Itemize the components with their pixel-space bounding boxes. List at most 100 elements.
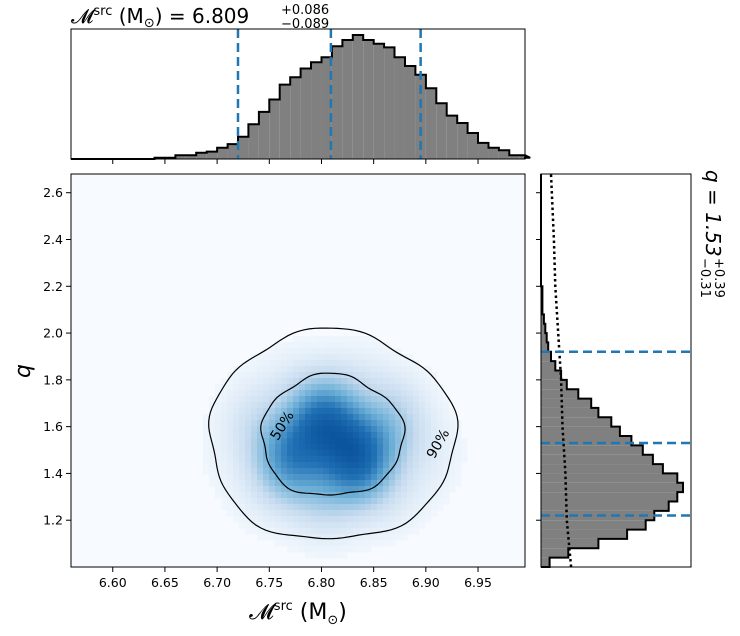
density-cell [293, 468, 300, 475]
density-cell [227, 426, 234, 433]
density-cell [323, 516, 330, 523]
density-cell [347, 540, 354, 547]
density-cell [371, 492, 378, 499]
density-cell [233, 384, 240, 391]
density-cell [293, 426, 300, 433]
density-cell [359, 462, 366, 469]
density-cell [329, 474, 336, 481]
density-cell [329, 522, 336, 529]
density-cell [275, 414, 282, 421]
density-cell [317, 516, 324, 523]
density-cell [287, 390, 294, 397]
density-cell [329, 504, 336, 511]
density-cell [455, 480, 462, 487]
density-cell [305, 420, 312, 427]
density-cell [299, 408, 306, 415]
density-cell [383, 540, 390, 547]
y-tick-label: 1.6 [43, 419, 63, 434]
density-cell [455, 456, 462, 463]
density-cell [239, 504, 246, 511]
density-cell [269, 360, 276, 367]
top-panel-ticks [112, 159, 479, 164]
density-cell [395, 522, 402, 529]
density-cell [341, 336, 348, 343]
density-cell [449, 438, 456, 445]
density-cell [269, 408, 276, 415]
right-hist-bar [541, 492, 678, 502]
density-cell [281, 360, 288, 367]
density-cell [383, 498, 390, 505]
density-cell [335, 408, 342, 415]
density-cell [317, 438, 324, 445]
density-cell [299, 528, 306, 535]
density-cell [263, 462, 270, 469]
density-cell [257, 516, 264, 523]
density-cell [365, 474, 372, 481]
density-cell [341, 378, 348, 385]
density-cell [293, 462, 300, 469]
density-cell [449, 462, 456, 469]
density-cell [407, 486, 414, 493]
density-cell [395, 492, 402, 499]
density-cell [431, 510, 438, 517]
top-hist-bar [446, 115, 458, 159]
density-cell [347, 336, 354, 343]
right-hist-bar [541, 351, 552, 362]
density-cell [317, 342, 324, 349]
density-cell [317, 468, 324, 475]
density-cell [239, 420, 246, 427]
density-cell [413, 504, 420, 511]
top-hist-bar [519, 155, 525, 159]
density-cell [269, 396, 276, 403]
density-cell [365, 378, 372, 385]
density-cell [299, 438, 306, 445]
density-cell [371, 384, 378, 391]
density-cell [413, 516, 420, 523]
top-hist-bar [478, 142, 489, 159]
density-cell [239, 522, 246, 529]
density-cell [419, 402, 426, 409]
density-cell [227, 420, 234, 427]
density-cell [377, 348, 384, 355]
density-cell [239, 438, 246, 445]
density-cell [281, 366, 288, 373]
density-cell [383, 396, 390, 403]
density-cell [389, 444, 396, 451]
right-hist-bar [541, 529, 628, 539]
density-cell [299, 492, 306, 499]
density-cell [335, 426, 342, 433]
density-cell [275, 432, 282, 439]
density-cell [395, 414, 402, 421]
density-cell [269, 486, 276, 493]
density-cell [293, 540, 300, 547]
density-cell [377, 480, 384, 487]
density-cell [299, 522, 306, 529]
density-cell [311, 552, 318, 559]
density-cell [365, 510, 372, 517]
density-cell [203, 438, 210, 445]
density-cell [209, 420, 216, 427]
density-cell [425, 450, 432, 457]
density-cell [425, 516, 432, 523]
density-cell [359, 348, 366, 355]
density-cell [317, 498, 324, 505]
density-cell [341, 354, 348, 361]
density-cell [215, 456, 222, 463]
density-cell [401, 522, 408, 529]
density-cell [323, 366, 330, 373]
density-cell [269, 474, 276, 481]
density-cell [317, 402, 324, 409]
density-cell [377, 438, 384, 445]
density-cell [227, 390, 234, 397]
density-cell [317, 408, 324, 415]
density-cell [425, 408, 432, 415]
density-cell [251, 432, 258, 439]
density-cell [335, 474, 342, 481]
density-cell [413, 402, 420, 409]
density-cell [455, 474, 462, 481]
density-cell [407, 354, 414, 361]
density-cell [365, 354, 372, 361]
density-cell [317, 546, 324, 553]
density-cell [425, 474, 432, 481]
density-cell [449, 456, 456, 463]
